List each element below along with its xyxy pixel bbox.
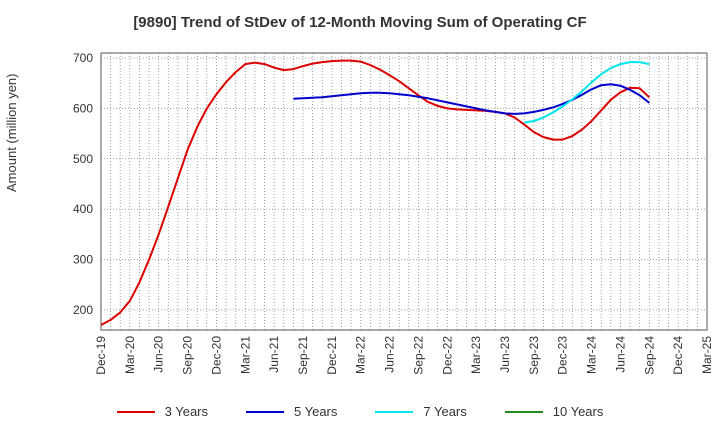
x-tick-label: Mar-21	[238, 336, 252, 374]
x-tick-label: Dec-23	[556, 336, 570, 375]
y-tick-label: 400	[73, 202, 93, 216]
legend-label: 7 Years	[423, 404, 467, 419]
legend-item: 3 Years	[116, 404, 208, 419]
x-tick-label: Mar-22	[354, 336, 368, 374]
legend-swatch	[504, 410, 543, 413]
legend-item: 7 Years	[375, 404, 467, 419]
y-tick-label: 500	[73, 152, 93, 166]
x-tick-label: Jun-20	[152, 336, 166, 373]
x-tick-label: Jun-22	[383, 336, 397, 373]
legend-label: 5 Years	[294, 404, 338, 419]
plot-frame	[100, 52, 708, 331]
x-tick-label: Dec-22	[440, 336, 454, 375]
x-tick-label: Sep-23	[527, 336, 541, 375]
series-line-5-years	[293, 83, 650, 115]
x-tick-label: Dec-24	[671, 336, 685, 375]
x-tick-label: Jun-24	[613, 336, 627, 373]
legend-item: 5 Years	[246, 404, 337, 419]
x-tick-label: Sep-20	[181, 336, 195, 375]
legend-swatch	[116, 410, 155, 413]
x-tick-label: Sep-22	[411, 336, 425, 375]
x-tick-label: Dec-21	[325, 336, 339, 375]
y-tick-label: 200	[73, 303, 93, 317]
x-tick-label: Sep-21	[296, 336, 310, 375]
x-tick-label: Mar-24	[585, 336, 599, 374]
x-tick-label: Jun-23	[498, 336, 512, 373]
legend-swatch	[246, 410, 284, 413]
legend-label: 10 Years	[552, 404, 604, 419]
legend-item: 10 Years	[504, 404, 604, 419]
y-tick-label: 300	[73, 252, 93, 266]
legend-label: 3 Years	[164, 404, 208, 419]
x-tick-label: Jun-21	[267, 336, 281, 373]
series-line-7-years	[524, 61, 650, 124]
x-tick-label: Sep-24	[642, 336, 656, 375]
x-tick-label: Dec-19	[94, 336, 108, 375]
x-tick-label: Mar-23	[469, 336, 483, 374]
x-tick-label: Mar-20	[123, 336, 137, 374]
chart-title: [9890] Trend of StDev of 12-Month Moving…	[133, 14, 587, 31]
y-tick-label: 700	[73, 51, 93, 65]
x-tick-label: Mar-25	[700, 336, 714, 374]
legend-swatch	[375, 410, 414, 413]
series-line-3-years	[100, 59, 650, 326]
y-tick-label: 600	[73, 101, 93, 115]
x-tick-label: Dec-20	[209, 336, 223, 375]
legend: 3 Years 5 Years 7 Years 10 Years	[0, 404, 720, 419]
